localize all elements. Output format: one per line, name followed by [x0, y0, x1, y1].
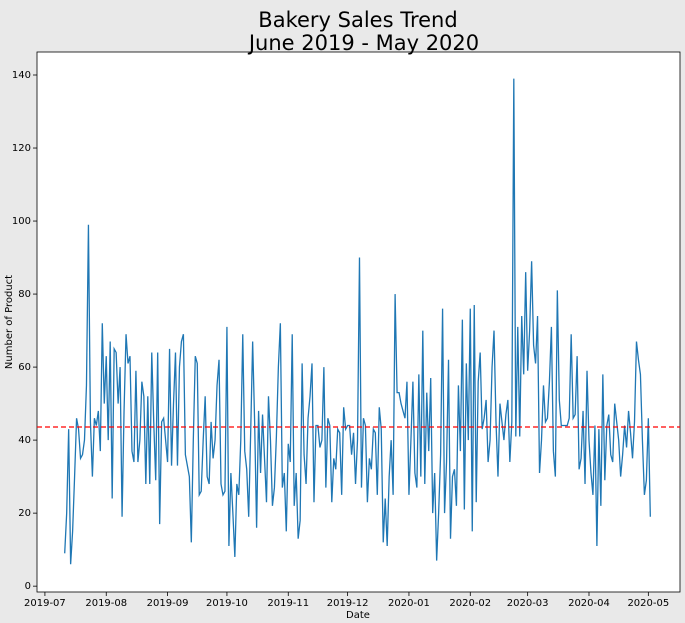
x-tick-label: 2020-05: [627, 598, 669, 609]
y-tick-label: 20: [18, 508, 31, 519]
y-tick-label: 60: [18, 362, 31, 373]
y-tick-label: 40: [18, 435, 31, 446]
x-tick-label: 2019-10: [206, 598, 248, 609]
x-axis-label: Date: [346, 610, 370, 621]
x-tick-label: 2019-12: [327, 598, 369, 609]
line-series: [64, 78, 651, 565]
chart-subtitle: June 2019 - May 2020: [247, 31, 479, 55]
y-tick-label: 120: [12, 143, 31, 154]
x-tick-label: 2020-04: [568, 598, 610, 609]
x-tick-label: 2019-07: [24, 598, 66, 609]
x-tick-label: 2019-09: [147, 598, 189, 609]
x-tick-label: 2019-11: [267, 598, 309, 609]
y-tick-label: 100: [12, 216, 31, 227]
x-tick-label: 2020-02: [449, 598, 491, 609]
x-tick-label: 2019-08: [85, 598, 127, 609]
y-tick-label: 0: [25, 581, 31, 592]
chart-title: Bakery Sales Trend: [258, 8, 457, 32]
x-tick-label: 2020-03: [507, 598, 549, 609]
x-tick-label: 2020-01: [388, 598, 430, 609]
y-tick-label: 80: [18, 289, 31, 300]
y-axis-label: Number of Product: [4, 275, 15, 369]
y-tick-label: 140: [12, 70, 31, 81]
